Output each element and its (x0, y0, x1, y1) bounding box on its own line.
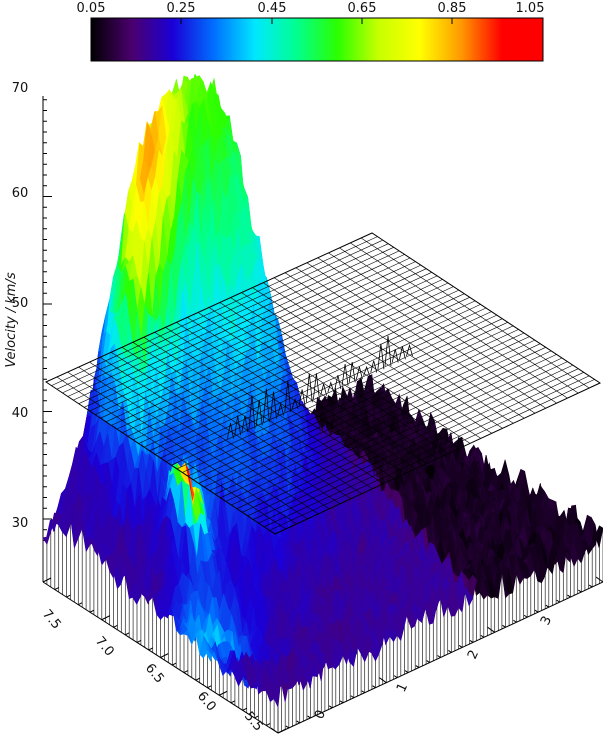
z-tick-label-50: 50 (12, 296, 29, 311)
z-axis-ticks (43, 99, 52, 541)
z-tick-label-60: 60 (12, 186, 29, 201)
colorbar-tick-label-5: 1.05 (516, 1, 545, 16)
surface-cell (42, 531, 51, 545)
z-tick-label-40: 40 (12, 406, 29, 421)
colorbar-tick-label-1: 0.25 (167, 1, 196, 16)
colorbar-ticks (90, 18, 544, 24)
colorbar-tick-label-0: 0.05 (77, 1, 106, 16)
colorbar-tick-label-3: 0.65 (348, 1, 377, 16)
colorbar-rect (90, 17, 544, 62)
z-tick-label-30: 30 (12, 516, 29, 531)
colorbar: 0.05 0.25 0.45 0.65 0.85 1.05 (77, 1, 545, 62)
z-tick-label-70: 70 (12, 81, 29, 96)
z-axis-title: Velocity / km/s (4, 272, 19, 367)
colorbar-tick-label-4: 0.85 (438, 1, 467, 16)
z-axis: 30 40 50 60 70 Velocity / km/s (4, 81, 52, 582)
colorbar-tick-label-2: 0.45 (258, 1, 287, 16)
